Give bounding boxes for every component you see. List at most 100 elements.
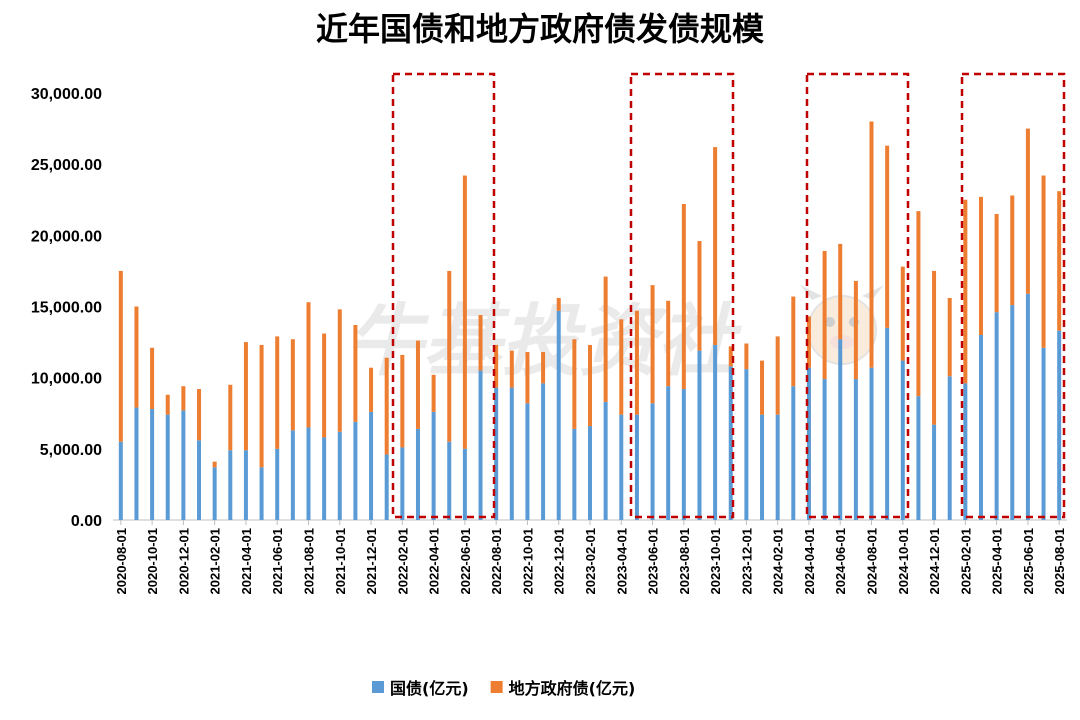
bar-guozhai — [541, 383, 546, 520]
bar-guozhai — [509, 387, 514, 520]
bar-difang — [228, 384, 233, 451]
y-tick-label: 30,000.00 — [31, 86, 102, 103]
x-tick-label: 2023-02-01 — [583, 528, 598, 595]
bar-guozhai — [322, 437, 327, 520]
legend-swatch — [490, 681, 503, 693]
x-tick-label: 2024-08-01 — [865, 528, 880, 595]
bar-difang — [916, 211, 921, 397]
x-tick-label: 2022-06-01 — [458, 528, 473, 595]
x-tick-label: 2022-04-01 — [427, 528, 442, 595]
bar-difang — [494, 344, 499, 388]
bar-difang — [650, 285, 655, 404]
bar-guozhai — [290, 430, 295, 520]
bar-guozhai — [494, 387, 499, 520]
bar-guozhai — [431, 411, 436, 520]
bar-guozhai — [634, 414, 639, 520]
bar-guozhai — [978, 334, 983, 520]
bar-guozhai — [775, 414, 780, 520]
bar-difang — [588, 344, 592, 427]
bar-difang — [728, 346, 733, 367]
bar-difang — [697, 241, 702, 351]
bar-difang — [337, 309, 342, 432]
legend-label: 地方政府债(亿元) — [509, 679, 636, 698]
bar-guozhai — [791, 386, 796, 520]
bar-guozhai — [994, 312, 999, 520]
bar-difang — [572, 339, 577, 429]
bar-difang — [400, 354, 405, 448]
y-tick-label: 25,000.00 — [31, 157, 102, 174]
bar-difang — [806, 316, 811, 368]
x-tick-label: 2025-04-01 — [990, 528, 1005, 595]
bar-guozhai — [118, 441, 123, 520]
x-tick-label: 2023-12-01 — [739, 528, 754, 595]
bar-guozhai — [181, 410, 186, 520]
bar-difang — [1057, 191, 1062, 331]
x-tick-label: 2025-06-01 — [1021, 528, 1036, 595]
highlight-boxes — [391, 72, 1066, 519]
bar-difang — [681, 204, 686, 390]
bar-difang — [275, 336, 280, 449]
bar-difang — [634, 310, 639, 415]
bar-guozhai — [1010, 305, 1015, 520]
y-tick-label: 0.00 — [71, 513, 102, 530]
x-tick-label: 2022-10-01 — [520, 528, 535, 595]
x-tick-label: 2024-10-01 — [896, 528, 911, 595]
x-tick-label: 2021-12-01 — [364, 528, 379, 595]
bar-difang — [541, 352, 546, 384]
highlight-box — [629, 72, 735, 519]
x-tick-label: 2020-08-01 — [114, 528, 129, 595]
bar-difang — [885, 145, 890, 328]
bar-difang — [353, 325, 358, 422]
y-tick-label: 5,000.00 — [40, 442, 102, 459]
bar-guozhai — [400, 447, 405, 520]
bar-difang — [791, 296, 796, 387]
bar-guozhai — [760, 414, 765, 520]
bar-guozhai — [619, 414, 624, 520]
bar-guozhai — [838, 339, 843, 520]
bar-guozhai — [415, 428, 420, 520]
bar-difang — [760, 360, 765, 415]
bar-difang — [822, 250, 827, 380]
bar-guozhai — [572, 428, 577, 520]
bar-guozhai — [932, 424, 937, 520]
bar-difang — [619, 319, 624, 415]
bar-difang — [478, 315, 483, 371]
x-tick-label: 2024-06-01 — [833, 528, 848, 595]
bar-guozhai — [275, 448, 280, 520]
bar-guozhai — [212, 467, 217, 520]
bar-guozhai — [197, 440, 202, 520]
bar-difang — [1041, 175, 1046, 348]
bar-difang — [212, 461, 217, 468]
x-tick-label: 2021-06-01 — [270, 528, 285, 595]
bar-guozhai — [1057, 330, 1062, 520]
x-tick-label: 2024-02-01 — [771, 528, 786, 595]
bar-difang — [963, 199, 968, 384]
bar-difang — [306, 302, 311, 428]
bar-guozhai — [369, 411, 374, 520]
bar-difang — [243, 342, 248, 451]
bar-guozhai — [916, 396, 921, 520]
x-tick-label: 2024-12-01 — [927, 528, 942, 595]
bar-difang — [994, 213, 999, 313]
bar-difang — [197, 389, 202, 441]
bar-difang — [509, 350, 514, 388]
bar-difang — [775, 336, 780, 415]
bar-difang — [431, 374, 436, 412]
x-tick-label: 2021-08-01 — [301, 528, 316, 595]
bar-difang — [118, 270, 123, 442]
bar-difang — [462, 175, 467, 449]
x-tick-label: 2023-06-01 — [646, 528, 661, 595]
bar-difang — [525, 352, 530, 404]
bar-difang — [369, 367, 374, 412]
x-tick-label: 2021-10-01 — [333, 528, 348, 595]
bar-difang — [713, 147, 718, 345]
x-tick-label: 2023-10-01 — [708, 528, 723, 595]
bar-guozhai — [744, 369, 749, 520]
bar-guozhai — [666, 386, 671, 520]
x-tick-label: 2020-12-01 — [176, 528, 191, 595]
bar-guozhai — [1041, 347, 1046, 520]
highlight-box — [960, 72, 1066, 519]
y-tick-label: 10,000.00 — [31, 371, 102, 388]
x-tick-label: 2022-08-01 — [489, 528, 504, 595]
bar-guozhai — [1025, 293, 1030, 520]
